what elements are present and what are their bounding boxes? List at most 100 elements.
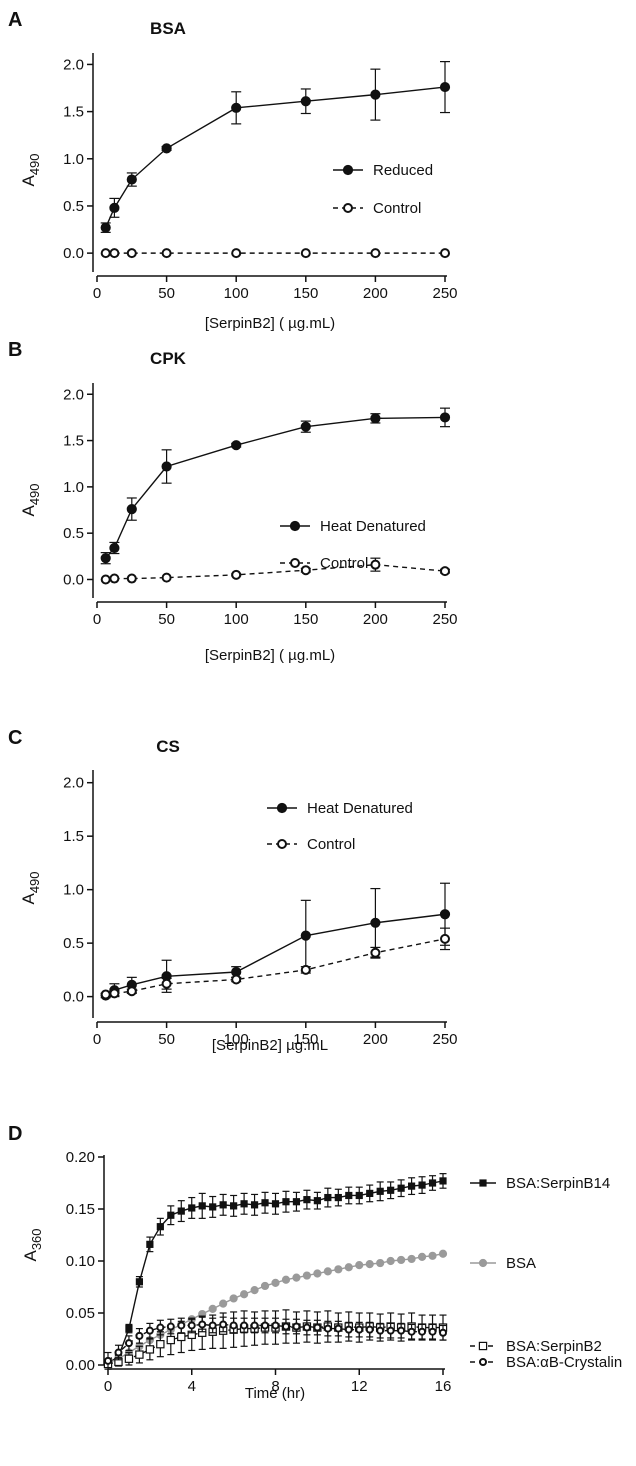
data-point xyxy=(271,1200,280,1208)
y-tick-label: 2.0 xyxy=(63,775,84,792)
data-point xyxy=(161,461,172,472)
data-point xyxy=(439,1177,447,1185)
data-point xyxy=(126,573,137,584)
data-point xyxy=(156,1339,165,1349)
data-point xyxy=(145,1345,155,1354)
data-point xyxy=(376,1326,385,1335)
y-axis-label-subscript: 360 xyxy=(29,1228,44,1250)
y-tick-label: 0.5 xyxy=(63,935,84,952)
series-line xyxy=(105,913,446,997)
data-point xyxy=(300,248,311,259)
data-point xyxy=(124,1339,133,1348)
data-point xyxy=(344,1263,353,1272)
data-point xyxy=(313,1269,322,1278)
data-point xyxy=(344,1325,353,1334)
data-point xyxy=(282,1198,290,1206)
data-point xyxy=(161,143,172,154)
panel-letter: A xyxy=(8,9,22,31)
data-point xyxy=(100,574,111,585)
legend-item: Heat Denatured xyxy=(280,518,426,535)
data-point xyxy=(239,1290,249,1299)
data-point xyxy=(300,964,311,975)
data-point xyxy=(355,1261,364,1270)
data-point xyxy=(231,248,242,259)
x-tick-label: 200 xyxy=(363,611,388,628)
y-tick-label: 1.5 xyxy=(63,104,84,121)
data-point xyxy=(302,1271,312,1280)
x-tick-label: 16 xyxy=(435,1378,452,1395)
y-tick-label: 0.5 xyxy=(63,198,84,215)
data-point xyxy=(300,565,311,576)
data-point xyxy=(366,1189,374,1197)
y-tick-label: 1.0 xyxy=(63,151,84,168)
data-point xyxy=(208,1304,217,1313)
data-point xyxy=(240,1200,248,1208)
x-axis-label: Time (hr) xyxy=(245,1385,305,1402)
y-tick-label: 1.5 xyxy=(63,828,84,845)
data-point xyxy=(479,1179,487,1187)
data-point xyxy=(100,222,111,233)
data-point xyxy=(292,1198,301,1206)
x-tick-label: 150 xyxy=(293,1031,318,1048)
data-point xyxy=(109,202,120,213)
data-point xyxy=(428,1251,437,1260)
data-point xyxy=(334,1193,342,1202)
chart-panel-b: B CPK 0.0 0.5 1.0 1.5 2.0 0 50 100 150 200 250 [Serpi… xyxy=(8,339,458,664)
legend-item: Control xyxy=(280,555,368,572)
data-point xyxy=(407,1182,416,1190)
data-point xyxy=(440,248,450,259)
x-tick-label: 8 xyxy=(271,1378,279,1395)
data-point xyxy=(156,1223,164,1231)
data-point xyxy=(109,542,120,554)
x-tick-label: 0 xyxy=(104,1378,112,1395)
series-0 xyxy=(100,882,451,1001)
y-tick-label: 2.0 xyxy=(63,56,84,73)
data-point xyxy=(438,1249,448,1258)
data-point xyxy=(324,1193,332,1202)
x-tick-label: 0 xyxy=(93,611,101,628)
series-line xyxy=(105,563,446,581)
data-point xyxy=(209,1203,217,1211)
data-point xyxy=(478,1341,488,1351)
legend-label: BSA xyxy=(506,1255,536,1272)
data-point xyxy=(261,1199,269,1207)
data-point xyxy=(276,802,288,814)
data-point xyxy=(229,1321,238,1330)
chart-title: BSA xyxy=(150,19,186,38)
data-point xyxy=(439,412,451,423)
data-point xyxy=(219,1320,228,1329)
data-point xyxy=(397,1255,406,1265)
y-axis-label-main: A xyxy=(19,175,38,187)
data-point xyxy=(219,1299,228,1308)
data-point xyxy=(417,1252,427,1261)
data-point xyxy=(289,520,301,532)
x-axis-label: [SerpinB2] ( µg.mL) xyxy=(205,315,335,332)
data-point xyxy=(240,1321,249,1330)
data-point xyxy=(271,1321,280,1330)
legend-item: BSA:SerpinB2 xyxy=(470,1338,602,1355)
series-0 xyxy=(100,407,451,565)
data-point xyxy=(104,1356,112,1365)
panel-letter: B xyxy=(8,339,22,361)
data-point xyxy=(370,559,381,570)
legend-item: Reduced xyxy=(333,162,433,179)
data-point xyxy=(370,917,381,928)
data-point xyxy=(156,1323,165,1332)
data-point xyxy=(418,1327,427,1336)
data-point xyxy=(126,986,137,997)
data-point xyxy=(271,1278,280,1287)
data-point xyxy=(370,947,381,958)
data-point xyxy=(177,1207,185,1215)
data-point xyxy=(250,1201,259,1209)
x-tick-label: 0 xyxy=(93,285,101,302)
x-axis-label: [SerpinB2] ( µg.mL) xyxy=(205,647,335,664)
legend-item: BSA xyxy=(470,1255,536,1272)
chart-panel-c: C CS 0.0 0.5 1.0 1.5 2.0 0 50 100 150 200 250 [Serpin… xyxy=(8,727,458,1054)
y-axis-label: A490 xyxy=(19,153,42,186)
data-point xyxy=(198,1320,207,1329)
y-axis-label: A360 xyxy=(21,1228,44,1261)
legend-label: BSA:αB-Crystalin xyxy=(506,1354,622,1371)
data-point xyxy=(145,1326,154,1335)
data-point xyxy=(109,573,120,584)
legend-label: BSA:SerpinB2 xyxy=(506,1338,602,1355)
